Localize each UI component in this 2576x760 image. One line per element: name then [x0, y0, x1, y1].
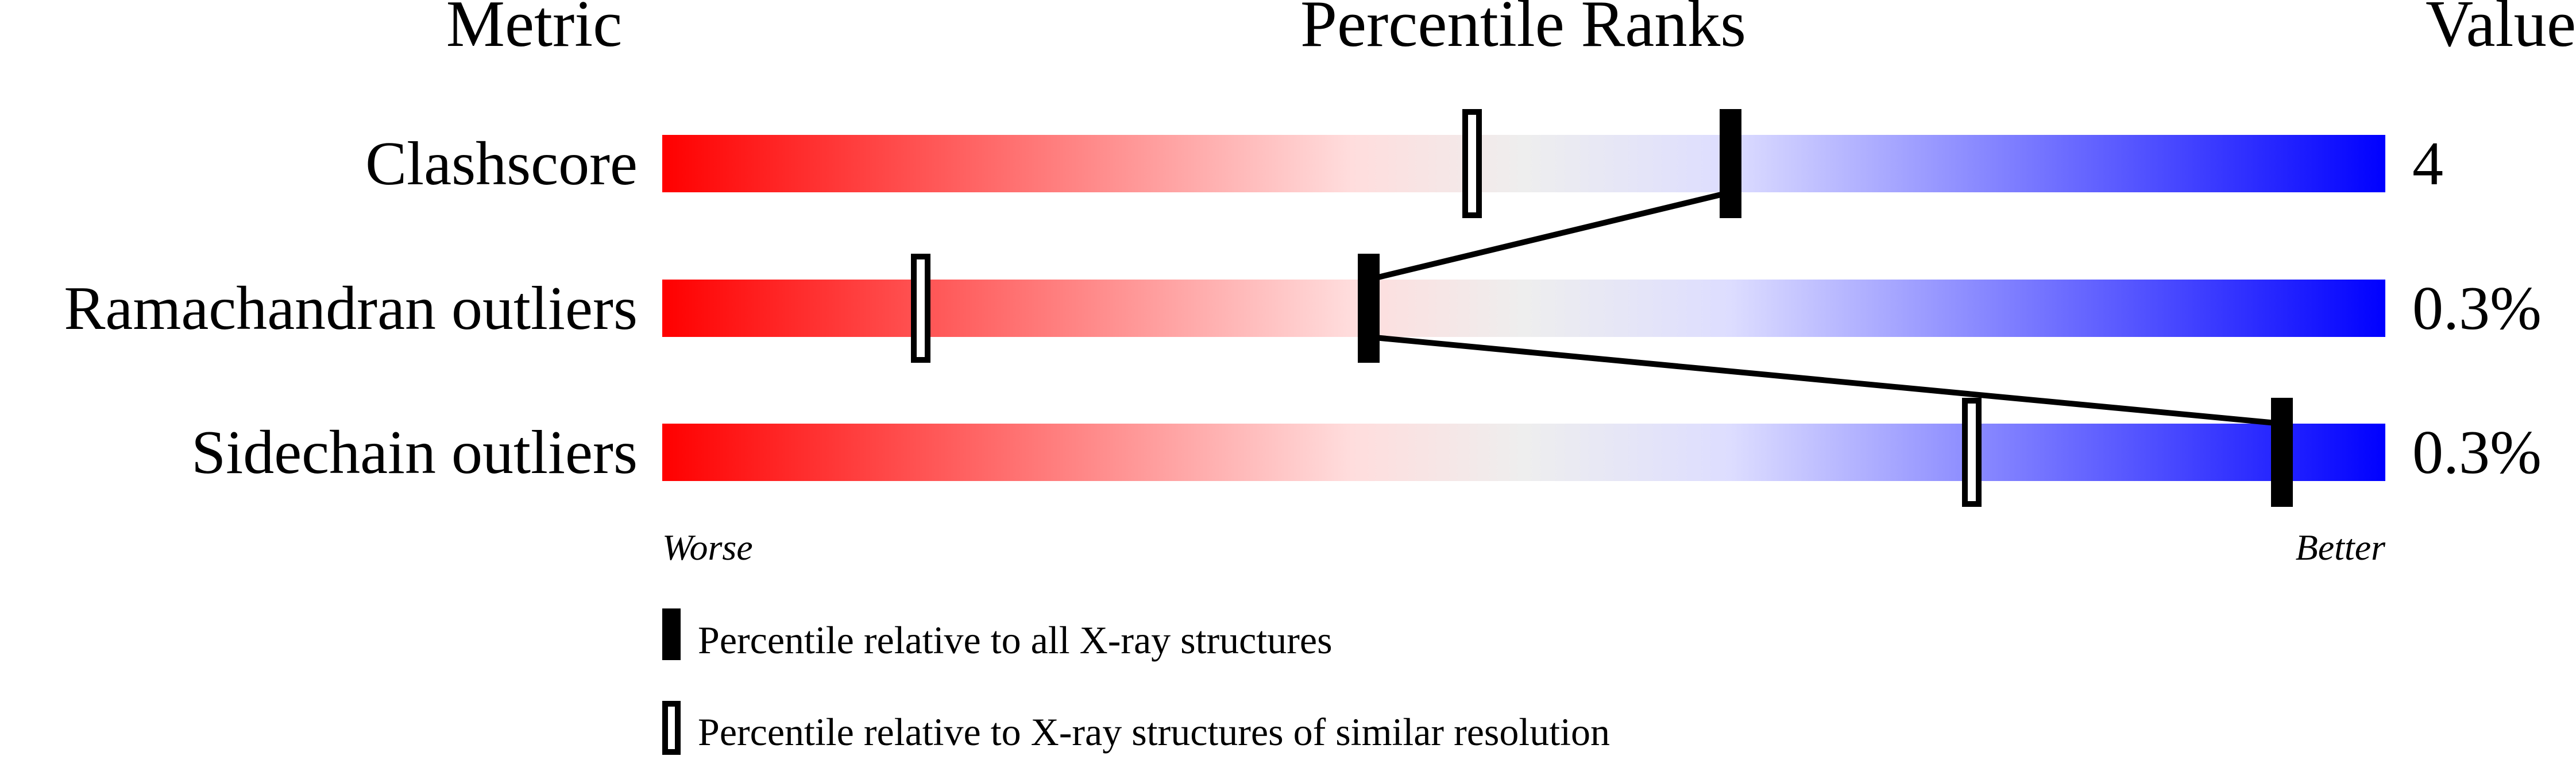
similar-resolution-marker — [911, 254, 930, 363]
percentile-bar — [662, 135, 2385, 192]
legend-filled-marker-icon — [662, 608, 681, 660]
metric-value: 4 — [2412, 130, 2443, 198]
metric-value: 0.3% — [2412, 418, 2542, 487]
header-metric: Metric — [446, 0, 623, 60]
all-structures-marker — [1358, 254, 1380, 363]
percentile-bar — [662, 280, 2385, 337]
metric-label: Clashscore — [365, 130, 638, 198]
metric-label: Sidechain outliers — [191, 418, 638, 487]
worse-label: Worse — [662, 527, 753, 568]
all-structures-marker — [1720, 109, 1741, 218]
metric-value: 0.3% — [2412, 274, 2542, 343]
header-percentile-ranks: Percentile Ranks — [1300, 0, 1746, 60]
similar-resolution-marker — [1462, 109, 1482, 218]
all-structures-marker — [2271, 398, 2293, 507]
similar-resolution-marker — [1962, 398, 1982, 507]
better-label: Better — [2296, 527, 2386, 568]
percentile-bar — [662, 424, 2385, 481]
legend-hollow-marker-icon — [662, 701, 681, 755]
metric-label: Ramachandran outliers — [64, 274, 638, 343]
legend-similar: Percentile relative to X-ray structures … — [698, 710, 1610, 754]
header-value: Value — [2426, 0, 2576, 60]
legend-all: Percentile relative to all X-ray structu… — [698, 618, 1333, 662]
